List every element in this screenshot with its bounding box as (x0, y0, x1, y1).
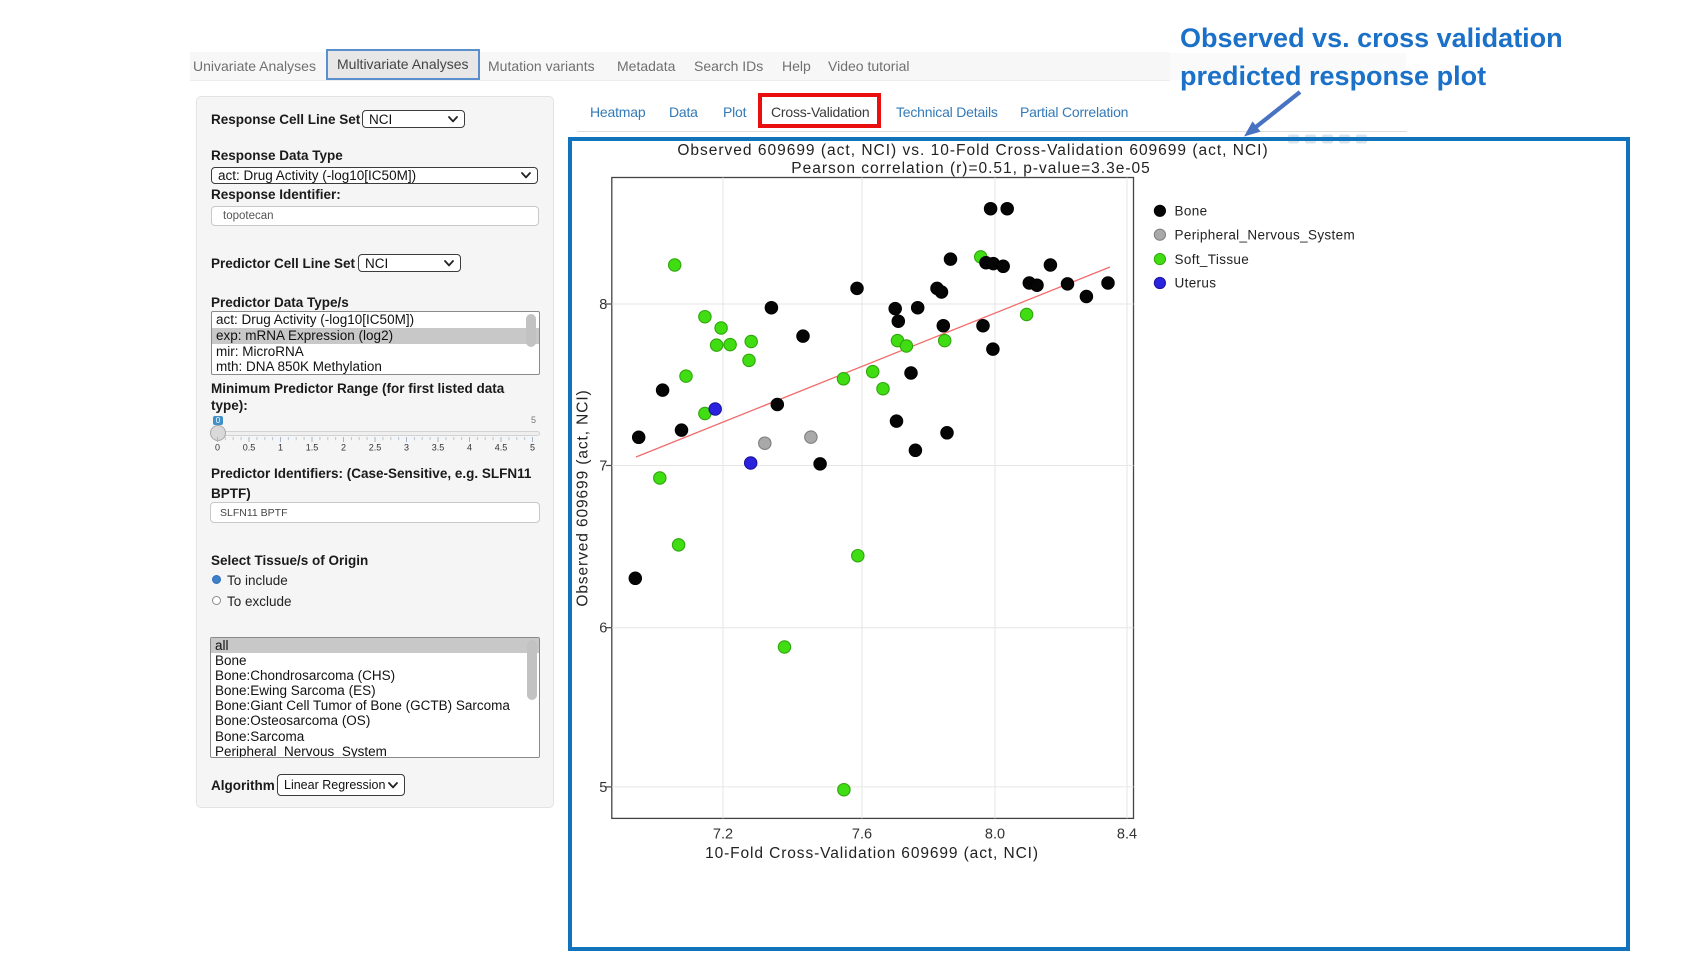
svg-text:0: 0 (215, 443, 220, 453)
svg-text:1: 1 (278, 443, 283, 453)
svg-text:2: 2 (341, 443, 346, 453)
svg-text:Soft_Tissue: Soft_Tissue (1175, 252, 1250, 267)
svg-text:3: 3 (404, 443, 409, 453)
svg-text:Uterus: Uterus (1175, 276, 1217, 291)
svg-text:8: 8 (599, 297, 607, 313)
svg-text:8.0: 8.0 (985, 827, 1005, 843)
svg-text:1.5: 1.5 (306, 443, 319, 453)
svg-text:5: 5 (530, 443, 535, 453)
svg-text:2.5: 2.5 (369, 443, 382, 453)
svg-text:Observed 609699 (act, NCI) vs.: Observed 609699 (act, NCI) vs. 10-Fold C… (677, 142, 1268, 159)
svg-text:10-Fold Cross-Validation 60969: 10-Fold Cross-Validation 609699 (act, NC… (705, 845, 1039, 862)
svg-text:Pearson correlation (r)=0.51,: Pearson correlation (r)=0.51, p-value=3.… (791, 160, 1151, 177)
svg-text:0.5: 0.5 (243, 443, 256, 453)
svg-text:3.5: 3.5 (432, 443, 445, 453)
svg-text:8.4: 8.4 (1117, 827, 1137, 843)
svg-text:4: 4 (467, 443, 472, 453)
svg-text:7.6: 7.6 (852, 827, 872, 843)
svg-text:Peripheral_Nervous_System: Peripheral_Nervous_System (1175, 227, 1356, 242)
svg-text:Bone: Bone (1175, 204, 1208, 219)
svg-text:7.2: 7.2 (713, 827, 733, 843)
svg-text:6: 6 (599, 621, 607, 637)
svg-text:5: 5 (599, 780, 607, 796)
svg-text:7: 7 (599, 459, 607, 475)
svg-text:4.5: 4.5 (495, 443, 508, 453)
svg-text:Observed 609699 (act, NCI): Observed 609699 (act, NCI) (575, 389, 592, 606)
